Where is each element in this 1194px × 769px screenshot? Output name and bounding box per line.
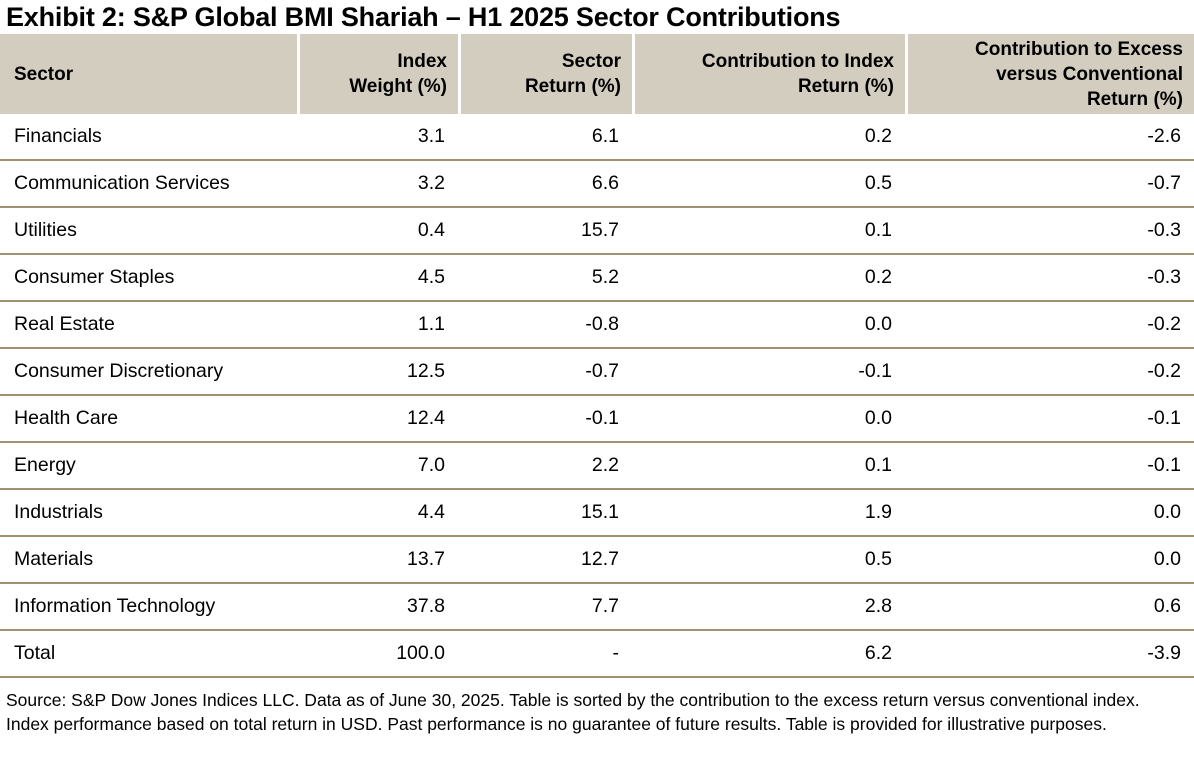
table-row: Health Care 12.4 -0.1 0.0 -0.1	[0, 396, 1194, 443]
contribution-excess-cell: -0.2	[1147, 360, 1181, 382]
contribution-index-cell: 0.2	[864, 266, 892, 288]
table-row: Utilities 0.4 15.7 0.1 -0.3	[0, 208, 1194, 255]
index-weight-cell: 3.2	[417, 172, 445, 194]
sector-return-cell: 12.7	[581, 548, 619, 570]
sector-return-cell: 6.1	[591, 125, 619, 147]
contribution-excess-cell: -0.3	[1147, 219, 1181, 241]
index-weight-cell: 7.0	[417, 454, 445, 476]
contribution-excess-cell: -0.2	[1147, 313, 1181, 335]
header-cell-sector: Sector	[0, 34, 297, 114]
contribution-index-cell: 0.2	[864, 125, 892, 147]
table-row: Consumer Discretionary 12.5 -0.7 -0.1 -0.2	[0, 349, 1194, 396]
contribution-index-cell: 0.5	[864, 548, 892, 570]
contribution-excess-cell: -0.7	[1147, 172, 1181, 194]
sector-return-cell: -0.7	[585, 360, 619, 382]
sector-cell: Consumer Staples	[14, 266, 175, 288]
index-weight-cell: 13.7	[407, 548, 445, 570]
table-body: Financials 3.1 6.1 0.2 -2.6 Communication Ser…	[0, 114, 1194, 678]
sector-cell: Information Technology	[14, 595, 216, 617]
table-header-row: Sector Index Weight (%) Sector Return (%…	[0, 34, 1194, 114]
contribution-excess-cell: -0.1	[1147, 407, 1181, 429]
sector-cell: Consumer Discretionary	[14, 360, 224, 382]
sector-cell: Health Care	[14, 407, 119, 429]
table-row: Total 100.0 - 6.2 -3.9	[0, 631, 1194, 678]
table-row: Materials 13.7 12.7 0.5 0.0	[0, 537, 1194, 584]
sector-cell: Financials	[14, 125, 102, 147]
contribution-excess-cell: -3.9	[1147, 642, 1181, 664]
header-cell-contribution-index-return: Contribution to Index Return (%)	[632, 34, 905, 114]
sector-contributions-table: Sector Index Weight (%) Sector Return (%…	[0, 34, 1194, 678]
contribution-index-cell: 0.0	[864, 407, 892, 429]
index-weight-cell: 4.4	[417, 501, 445, 523]
source-note: Source: S&P Dow Jones Indices LLC. Data …	[6, 690, 1140, 734]
sector-return-cell: 15.1	[581, 501, 619, 523]
index-weight-cell: 1.1	[417, 313, 445, 335]
table-row: Real Estate 1.1 -0.8 0.0 -0.2	[0, 302, 1194, 349]
header-cell-index-weight: Index Weight (%)	[297, 34, 458, 114]
sector-cell: Industrials	[14, 501, 103, 523]
contribution-excess-cell: 0.0	[1153, 548, 1181, 570]
sector-return-cell: 5.2	[591, 266, 619, 288]
contribution-index-cell: 0.5	[864, 172, 892, 194]
sector-cell: Materials	[14, 548, 94, 570]
index-weight-cell: 12.5	[407, 360, 445, 382]
contribution-excess-cell: -0.1	[1147, 454, 1181, 476]
contribution-index-cell: -0.1	[858, 360, 892, 382]
sector-cell: Real Estate	[14, 313, 115, 335]
contribution-index-cell: 0.1	[864, 454, 892, 476]
sector-return-cell: -0.8	[585, 313, 619, 335]
table-row: Industrials 4.4 15.1 1.9 0.0	[0, 490, 1194, 537]
index-weight-cell: 100.0	[396, 642, 445, 664]
sector-cell: Communication Services	[14, 172, 230, 194]
contribution-index-cell: 2.8	[864, 595, 892, 617]
index-weight-cell: 4.5	[417, 266, 445, 288]
sector-return-cell: -0.1	[585, 407, 619, 429]
contribution-index-cell: 6.2	[864, 642, 892, 664]
index-weight-cell: 37.8	[407, 595, 445, 617]
contribution-excess-cell: -0.3	[1147, 266, 1181, 288]
sector-cell: Total	[14, 642, 56, 664]
table-row: Consumer Staples 4.5 5.2 0.2 -0.3	[0, 255, 1194, 302]
header-cell-contribution-excess-return: Contribution to Excess versus Convention…	[905, 34, 1194, 114]
index-weight-cell: 3.1	[417, 125, 445, 147]
sector-cell: Utilities	[14, 219, 77, 241]
table-row: Financials 3.1 6.1 0.2 -2.6	[0, 114, 1194, 161]
contribution-excess-cell: 0.6	[1153, 595, 1181, 617]
contribution-excess-cell: 0.0	[1153, 501, 1181, 523]
sector-return-cell: 2.2	[591, 454, 619, 476]
page-title: Exhibit 2: S&P Global BMI Shariah – H1 2…	[6, 2, 841, 32]
contribution-index-cell: 1.9	[864, 501, 892, 523]
contribution-index-cell: 0.0	[864, 313, 892, 335]
table-row: Communication Services 3.2 6.6 0.5 -0.7	[0, 161, 1194, 208]
contribution-index-cell: 0.1	[864, 219, 892, 241]
table-row: Energy 7.0 2.2 0.1 -0.1	[0, 443, 1194, 490]
header-cell-sector-return: Sector Return (%)	[458, 34, 632, 114]
sector-cell: Energy	[14, 454, 76, 476]
sector-return-cell: 15.7	[581, 219, 619, 241]
table-row: Information Technology 37.8 7.7 2.8 0.6	[0, 584, 1194, 631]
sector-return-cell: -	[612, 642, 620, 664]
sector-return-cell: 6.6	[591, 172, 619, 194]
contribution-excess-cell: -2.6	[1147, 125, 1181, 147]
sector-return-cell: 7.7	[591, 595, 619, 617]
index-weight-cell: 0.4	[417, 219, 445, 241]
index-weight-cell: 12.4	[407, 407, 445, 429]
